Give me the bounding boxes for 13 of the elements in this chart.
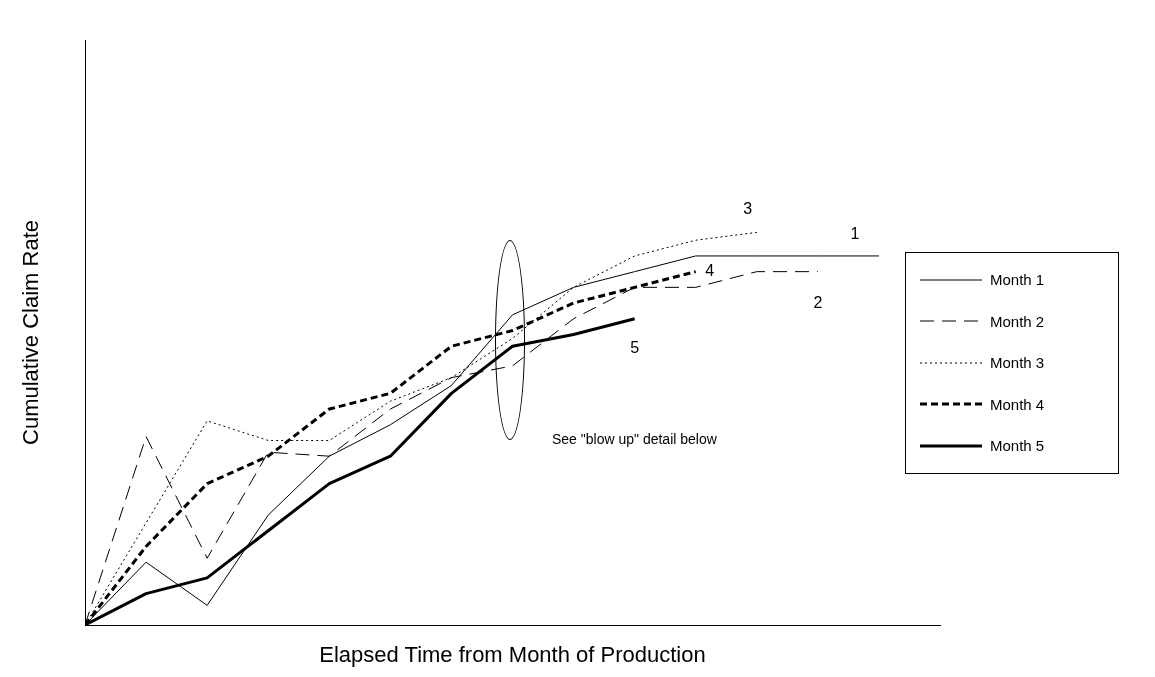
text: 3 xyxy=(743,199,753,217)
legend-label: Month 3 xyxy=(990,354,1045,372)
legend-label: Month 5 xyxy=(990,437,1045,455)
annotation: 2 xyxy=(813,294,823,312)
legend-label: Month 4 xyxy=(990,395,1045,413)
x-axis-title: Elapsed Time from Month of Production xyxy=(319,641,706,667)
annotation: 4 xyxy=(705,262,715,280)
annotation: 5 xyxy=(630,339,640,357)
annotation: 1 xyxy=(850,225,860,243)
legend-label: Month 1 xyxy=(990,271,1045,289)
annotation: See "blow up" detail below xyxy=(552,430,718,447)
legend-label: Month 2 xyxy=(990,312,1045,330)
y-axis-title: Cumulative Claim Rate xyxy=(18,220,44,445)
